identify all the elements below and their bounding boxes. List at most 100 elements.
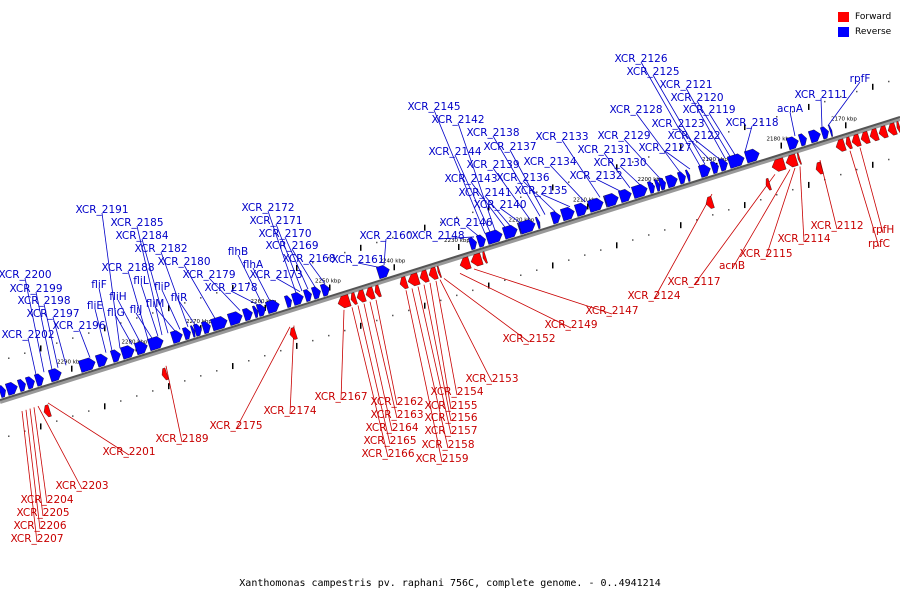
gene-label[interactable]: flhB [228,246,248,258]
gene-label[interactable]: acnB [719,260,745,272]
gene-arrow[interactable] [485,228,504,245]
gene-label[interactable]: XCR_2136 [496,172,549,184]
gene-arrow[interactable] [349,292,358,305]
gene-label[interactable]: acnA [777,103,804,115]
gene-label[interactable]: XCR_2164 [365,422,418,434]
gene-arrow[interactable] [320,283,331,297]
gene-arrow[interactable] [786,135,800,151]
gene-label[interactable]: XCR_2149 [544,319,597,331]
gene-arrow[interactable] [727,152,746,169]
gene-arrow[interactable] [201,320,212,335]
gene-label[interactable]: XCR_2146 [439,217,492,229]
gene-arrow[interactable] [468,236,478,251]
gene-arrow[interactable] [110,348,122,363]
gene-label[interactable]: flhA [243,259,264,271]
gene-arrow[interactable] [406,272,421,288]
gene-arrow[interactable] [798,133,808,147]
gene-label[interactable]: XCR_2159 [415,453,468,465]
gene-arrow[interactable] [886,122,898,137]
gene-arrow[interactable] [48,367,63,383]
gene-arrow[interactable] [436,265,442,278]
gene-label[interactable]: fliL [133,275,149,287]
gene-arrow[interactable] [25,375,36,390]
gene-label[interactable]: XCR_2161 [331,254,384,266]
gene-label[interactable]: XCR_2142 [431,114,484,126]
gene-arrow[interactable] [336,294,352,309]
gene-arrow[interactable] [227,310,244,326]
gene-arrow[interactable] [895,121,900,134]
gene-label[interactable]: XCR_2137 [483,141,536,153]
gene-arrow[interactable] [284,295,293,308]
gene-arrow[interactable] [288,327,298,340]
gene-label[interactable]: rpfF [850,73,871,85]
gene-arrow[interactable] [764,178,772,191]
gene-arrow[interactable] [603,195,608,208]
gene-arrow[interactable] [242,307,254,322]
gene-label[interactable]: XCR_2162 [370,396,423,408]
gene-arrow[interactable] [291,291,305,306]
gene-arrow[interactable] [481,251,488,264]
gene-label[interactable]: XCR_2144 [428,146,481,158]
gene-arrow[interactable] [458,256,472,271]
gene-label[interactable]: XCR_2125 [626,66,679,78]
gene-label[interactable]: XCR_2156 [424,412,477,424]
gene-arrow[interactable] [631,183,649,199]
gene-label[interactable]: XCR_2127 [638,142,691,154]
gene-arrow[interactable] [373,284,382,298]
gene-arrow[interactable] [808,128,822,144]
gene-arrow[interactable] [698,163,712,178]
gene-label[interactable]: XCR_2173 [249,269,302,281]
gene-label[interactable]: XCR_2169 [265,240,318,252]
gene-label[interactable]: XCR_2196 [52,320,105,332]
gene-arrow[interactable] [182,326,192,341]
gene-arrow[interactable] [796,152,802,165]
gene-arrow[interactable] [17,378,27,392]
gene-label[interactable]: XCR_2141 [458,187,511,199]
gene-label[interactable]: fliE [87,300,103,312]
gene-arrow[interactable] [190,325,196,338]
gene-label[interactable]: XCR_2132 [569,170,622,182]
gene-label[interactable]: XCR_2203 [55,480,108,492]
gene-label[interactable]: XCR_2143 [444,173,497,185]
gene-arrow[interactable] [376,264,391,280]
gene-arrow[interactable] [418,269,430,284]
gene-label[interactable]: XCR_2158 [421,439,474,451]
gene-label[interactable]: XCR_2145 [407,101,460,113]
gene-arrow[interactable] [877,125,889,139]
gene-label[interactable]: XCR_2157 [424,425,477,437]
gene-arrow[interactable] [476,234,487,248]
gene-label[interactable]: rpfC [868,238,890,250]
gene-label[interactable]: rpfH [872,224,895,236]
gene-label[interactable]: XCR_2178 [204,282,257,294]
gene-label[interactable]: XCR_2152 [502,333,555,345]
gene-label[interactable]: XCR_2155 [424,400,477,412]
gene-label[interactable]: XCR_2115 [739,248,792,260]
gene-arrow[interactable] [355,289,367,304]
gene-label[interactable]: XCR_2124 [627,290,680,302]
gene-label[interactable]: XCR_2139 [466,159,519,171]
gene-arrow[interactable] [34,373,45,387]
gene-label[interactable]: XCR_2160 [359,230,412,242]
gene-label[interactable]: XCR_2129 [597,130,650,142]
gene-label[interactable]: XCR_2128 [609,104,662,116]
gene-arrow[interactable] [517,222,522,235]
gene-arrow[interactable] [265,298,281,314]
gene-label[interactable]: XCR_2175 [209,420,262,432]
gene-label[interactable]: XCR_2205 [16,507,69,519]
gene-label[interactable]: XCR_2179 [182,269,235,281]
gene-label[interactable]: fliJ [130,304,143,316]
gene-label[interactable]: XCR_2184 [115,230,168,242]
gene-arrow[interactable] [120,344,136,360]
gene-arrow[interactable] [252,305,259,319]
gene-label[interactable]: XCR_2170 [258,228,311,240]
gene-arrow[interactable] [685,169,691,182]
gene-label[interactable]: XCR_2140 [473,199,526,211]
gene-label[interactable]: XCR_2174 [263,405,316,417]
gene-label[interactable]: fliF [91,279,107,291]
gene-arrow[interactable] [160,367,169,381]
gene-label[interactable]: XCR_2198 [17,295,70,307]
gene-label[interactable]: XCR_2171 [249,215,302,227]
gene-label[interactable]: fliP [154,281,170,293]
gene-arrow[interactable] [364,286,376,301]
gene-arrow[interactable] [469,252,484,268]
